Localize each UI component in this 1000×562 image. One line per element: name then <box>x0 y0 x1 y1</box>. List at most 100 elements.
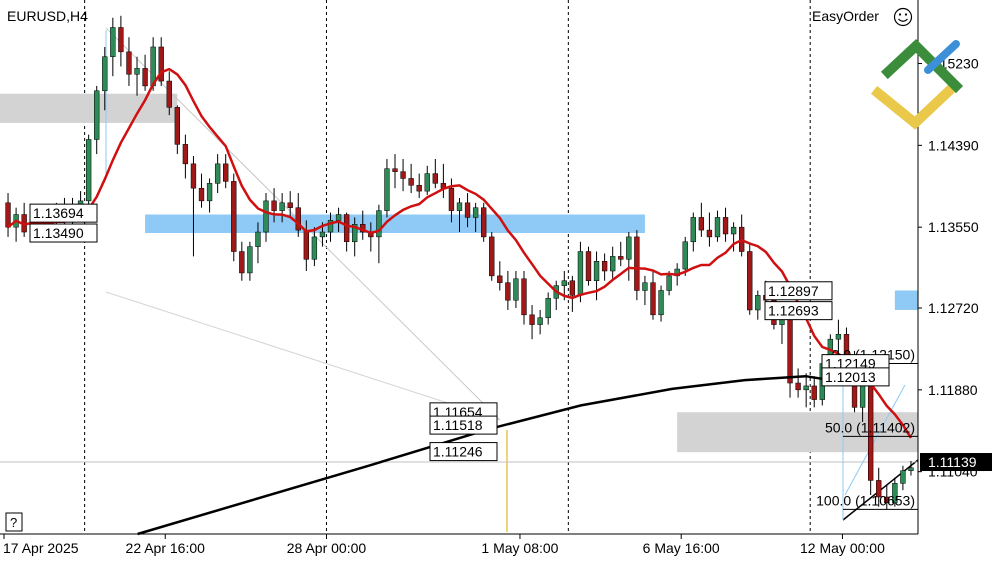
candle-bull <box>714 217 721 238</box>
candle-bear <box>5 202 11 228</box>
price-label: 1.12897 <box>768 283 819 299</box>
candle-bear <box>722 217 729 235</box>
fib-level-label: 50.0 (1.11402) <box>825 419 915 435</box>
candle-bear <box>416 185 422 192</box>
candle-bull <box>327 220 334 233</box>
candle-bull <box>537 317 543 325</box>
x-tick-label: 17 Apr 2025 <box>3 540 79 556</box>
candle-bull <box>658 290 664 316</box>
candle-bull <box>472 207 479 218</box>
candle-bear <box>634 236 640 291</box>
candle-bull <box>214 163 221 184</box>
candle-bear <box>795 382 801 391</box>
candle-bull <box>682 241 688 270</box>
candle-bear <box>271 200 277 211</box>
candle-bull <box>456 202 463 211</box>
candle-bear <box>585 251 592 281</box>
candle-bear <box>142 68 148 87</box>
price-label: 1.12013 <box>825 369 876 385</box>
candle-bear <box>811 385 817 400</box>
candle-bull <box>690 217 696 243</box>
candle-bull <box>376 210 382 238</box>
candle-bull <box>513 278 519 301</box>
price-label: 1.12693 <box>768 303 819 319</box>
candle-bear <box>464 202 471 218</box>
candle-bull <box>102 56 108 92</box>
candle-bull <box>85 139 92 202</box>
candle-bull <box>335 214 342 221</box>
candle-bull <box>892 483 898 504</box>
price-axis[interactable]: 1.152301.143901.135501.127201.118801.110… <box>918 56 992 480</box>
candle-bear <box>497 275 503 283</box>
trend-lines <box>105 27 919 532</box>
y-tick-label: 1.12720 <box>928 300 979 316</box>
x-tick-label: 12 May 00:00 <box>800 540 885 556</box>
y-tick-label: 1.14390 <box>928 137 979 153</box>
trend-line-lower[interactable] <box>105 291 501 421</box>
x-tick-label: 6 May 16:00 <box>643 540 720 556</box>
candle-bear <box>408 178 414 186</box>
candle-bear <box>223 163 229 182</box>
y-tick-label: 1.13550 <box>928 219 979 235</box>
candle-bull <box>110 27 116 57</box>
candle-bear <box>601 261 608 272</box>
candle-bear <box>884 496 890 504</box>
candle-bull <box>384 168 390 211</box>
candle-bull <box>279 202 285 211</box>
candle-bear <box>747 251 753 311</box>
smiley-icon <box>893 7 913 27</box>
demand-zone-blue <box>145 214 645 234</box>
zone-gray-lower <box>677 412 918 453</box>
candle-bull <box>666 275 672 291</box>
fib-level-label: 100.0 (1.10653) <box>816 492 915 508</box>
candle-bear <box>569 280 576 296</box>
candle-bull <box>642 282 648 291</box>
candle-bull <box>835 334 842 340</box>
candle-bull <box>593 261 600 281</box>
candle-bear <box>400 171 406 179</box>
candle-bull <box>424 173 430 192</box>
candle-bear <box>198 187 205 202</box>
candle-bear <box>158 46 164 82</box>
current-price-badge <box>920 453 992 472</box>
price-label-box <box>821 367 890 387</box>
price-label-box <box>429 415 498 435</box>
candle-bull <box>352 223 358 243</box>
candle-bear <box>166 80 172 108</box>
time-axis[interactable]: 17 Apr 2025 22 Apr 16:00 28 Apr 00:00 1 May… <box>3 534 885 556</box>
candle-bear <box>481 207 487 238</box>
candle-bear <box>706 229 713 238</box>
candle-bear <box>787 317 793 384</box>
candle-bear <box>118 27 124 53</box>
symbol-timeframe: EURUSD,H4 <box>7 8 88 24</box>
zones <box>0 93 918 453</box>
candle-bear <box>190 163 197 189</box>
price-labels: 1.136941.134901.128971.126931.116541.115… <box>29 203 890 462</box>
broker-logo <box>870 39 964 130</box>
moving-average-fast <box>7 67 913 439</box>
price-label-box <box>29 203 98 223</box>
candle-bear <box>650 282 656 316</box>
price-label: 1.13490 <box>33 225 84 241</box>
y-tick-label: 1.11880 <box>928 382 978 398</box>
candle-bear <box>448 187 455 211</box>
candle-bear <box>489 236 495 277</box>
price-label: 1.13694 <box>33 205 84 221</box>
x-tick-label: 22 Apr 16:00 <box>126 540 206 556</box>
candle-bull <box>755 295 761 311</box>
candle-bear <box>505 282 511 301</box>
candle-bull <box>577 251 584 296</box>
candle-bull <box>134 68 140 75</box>
help-button[interactable]: ? <box>5 512 23 532</box>
candle-bull <box>94 90 100 140</box>
trend-line-light-blue[interactable] <box>844 384 906 496</box>
candle-bull <box>545 298 551 319</box>
candle-bear <box>182 144 189 165</box>
candle-bear <box>231 181 237 252</box>
candle-bull <box>247 246 253 274</box>
candle-bull <box>610 256 616 272</box>
current-price-label: 1.11139 <box>928 454 977 470</box>
x-tick-label: 1 May 08:00 <box>481 540 558 556</box>
